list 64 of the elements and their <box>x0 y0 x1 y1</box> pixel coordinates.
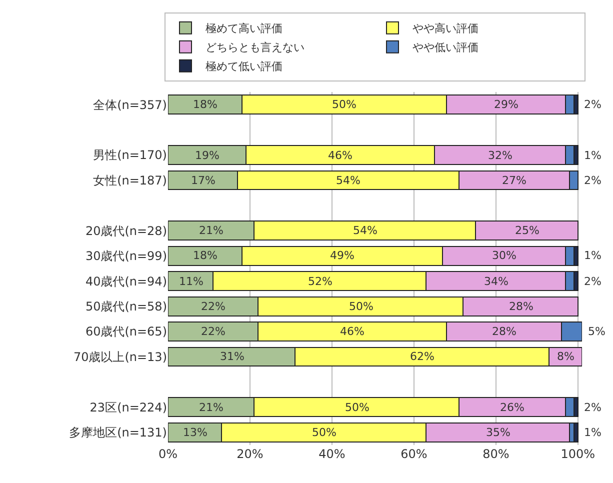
data-label: 31% <box>220 350 244 363</box>
y-tick-label: 20歳代(n=28) <box>85 224 167 238</box>
data-label: 11% <box>179 275 204 288</box>
data-label: 18% <box>193 98 218 111</box>
data-label: 1% <box>584 426 602 439</box>
x-tick-label: 60% <box>400 447 428 461</box>
x-tick-label: 20% <box>236 447 264 461</box>
legend-label: やや低い評価 <box>412 41 478 54</box>
data-label: 2% <box>584 275 602 288</box>
data-label: 25% <box>515 224 540 237</box>
data-label: 22% <box>201 325 226 338</box>
data-label: 54% <box>353 224 378 237</box>
legend-label: やや高い評価 <box>412 22 478 36</box>
y-tick-label: 30歳代(n=99) <box>85 249 167 264</box>
y-tick-label: 多摩地区(n=131) <box>69 426 167 440</box>
data-label: 17% <box>191 174 216 187</box>
legend-label: どちらとも言えない <box>206 41 304 54</box>
data-label: 18% <box>193 249 218 262</box>
data-label: 19% <box>195 149 220 162</box>
y-tick-label: 女性(n=187) <box>93 173 167 188</box>
data-label: 2% <box>584 174 602 187</box>
legend-label: 極めて低い評価 <box>206 60 282 74</box>
data-label: 5% <box>588 325 606 338</box>
data-label: 32% <box>488 149 512 162</box>
x-tick-label: 100% <box>560 447 596 461</box>
data-label: 28% <box>492 325 516 338</box>
data-label: 29% <box>494 98 518 111</box>
data-label: 21% <box>199 401 224 414</box>
legend-label: 極めて高い評価 <box>206 22 282 36</box>
data-label: 34% <box>484 275 508 288</box>
data-label: 50% <box>345 401 370 414</box>
y-tick-label: 50歳代(n=58) <box>85 300 167 314</box>
data-label: 62% <box>410 350 434 363</box>
data-label: 13% <box>183 426 208 439</box>
data-label: 50% <box>312 426 336 439</box>
y-tick-label: 全体(n=357) <box>93 98 167 112</box>
data-label: 30% <box>492 249 516 262</box>
data-label: 21% <box>199 224 224 237</box>
data-label: 49% <box>330 249 354 262</box>
data-label: 35% <box>486 426 510 439</box>
data-label: 22% <box>201 300 226 313</box>
data-label: 50% <box>349 300 374 313</box>
data-label: 8% <box>557 350 574 363</box>
data-label: 28% <box>509 300 534 313</box>
x-tick-label: 40% <box>318 447 346 461</box>
y-tick-label: 23区(n=224) <box>90 400 167 414</box>
data-label: 27% <box>502 174 526 187</box>
data-label: 50% <box>332 98 356 111</box>
y-tick-label: 60歳代(n=65) <box>85 324 167 339</box>
data-label: 1% <box>584 149 602 162</box>
data-label: 1% <box>584 249 602 262</box>
bar <box>573 422 578 442</box>
data-label: 54% <box>336 174 360 187</box>
y-tick-label: 男性(n=170) <box>93 148 167 162</box>
x-tick-label: 80% <box>482 447 510 461</box>
data-label: 2% <box>584 98 602 111</box>
y-tick-label: 40歳代(n=94) <box>85 274 167 288</box>
data-label: 26% <box>500 401 524 414</box>
data-label: 46% <box>340 325 364 338</box>
data-label: 46% <box>328 149 352 162</box>
x-tick-label: 0% <box>158 447 178 461</box>
y-tick-label: 70歳以上(n=13) <box>73 350 167 364</box>
data-label: 2% <box>584 401 602 414</box>
data-label: 52% <box>308 275 332 288</box>
